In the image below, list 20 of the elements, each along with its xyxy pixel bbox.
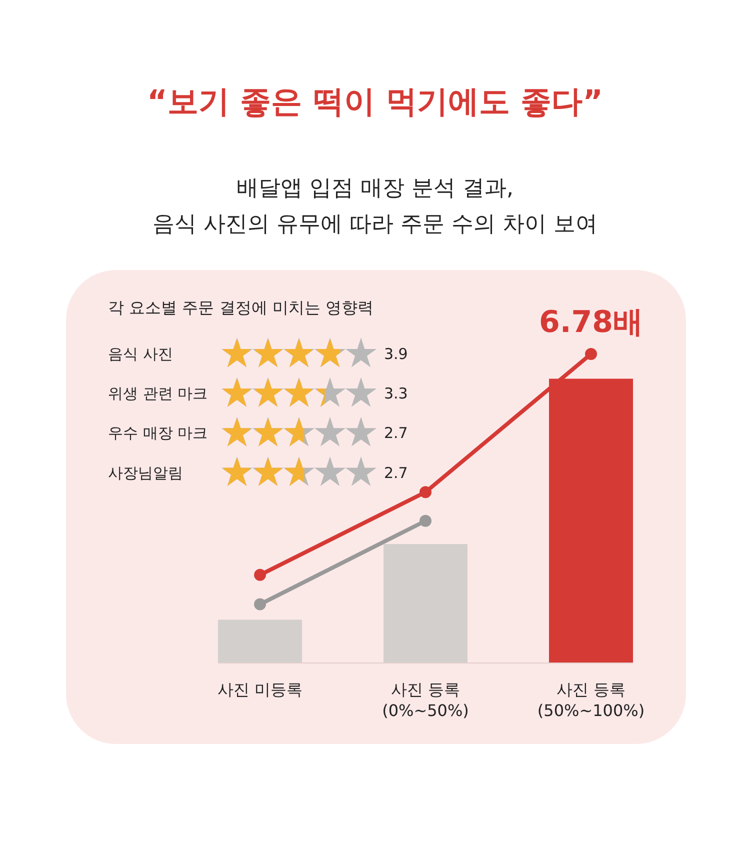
point [420,486,432,498]
point [254,598,266,610]
chart-title: “보기 좋은 떡이 먹기에도 좋다” [147,84,603,120]
x-tick-label: 사진 미등록 [217,680,303,699]
point [254,568,266,581]
x-tick-label: 사진 등록 (0%~50%) [382,680,469,720]
annotation: 6.78배 [538,305,644,340]
point [585,348,597,360]
category-label: 사장님알림 [108,464,183,482]
point [420,514,432,527]
x-tick-label: 사진 등록 (50%~100%) [537,680,645,720]
category-label: 음식 사진 [108,345,173,363]
data-label: 2.7 [384,424,408,442]
data-label: 3.3 [384,384,408,403]
category-label: 우수 매장 마크 [108,424,208,442]
text: 각 요소별 주문 결정에 미치는 영향력 [108,298,374,317]
category-label: 위생 관련 마크 [108,384,208,403]
chart-subtitle: 배달앱 입점 매장 분석 결과, 음식 사진의 유무에 따라 주문 수의 차이 보여 [152,176,598,237]
data-label: 3.9 [384,345,408,363]
data-label: 2.7 [384,464,408,482]
